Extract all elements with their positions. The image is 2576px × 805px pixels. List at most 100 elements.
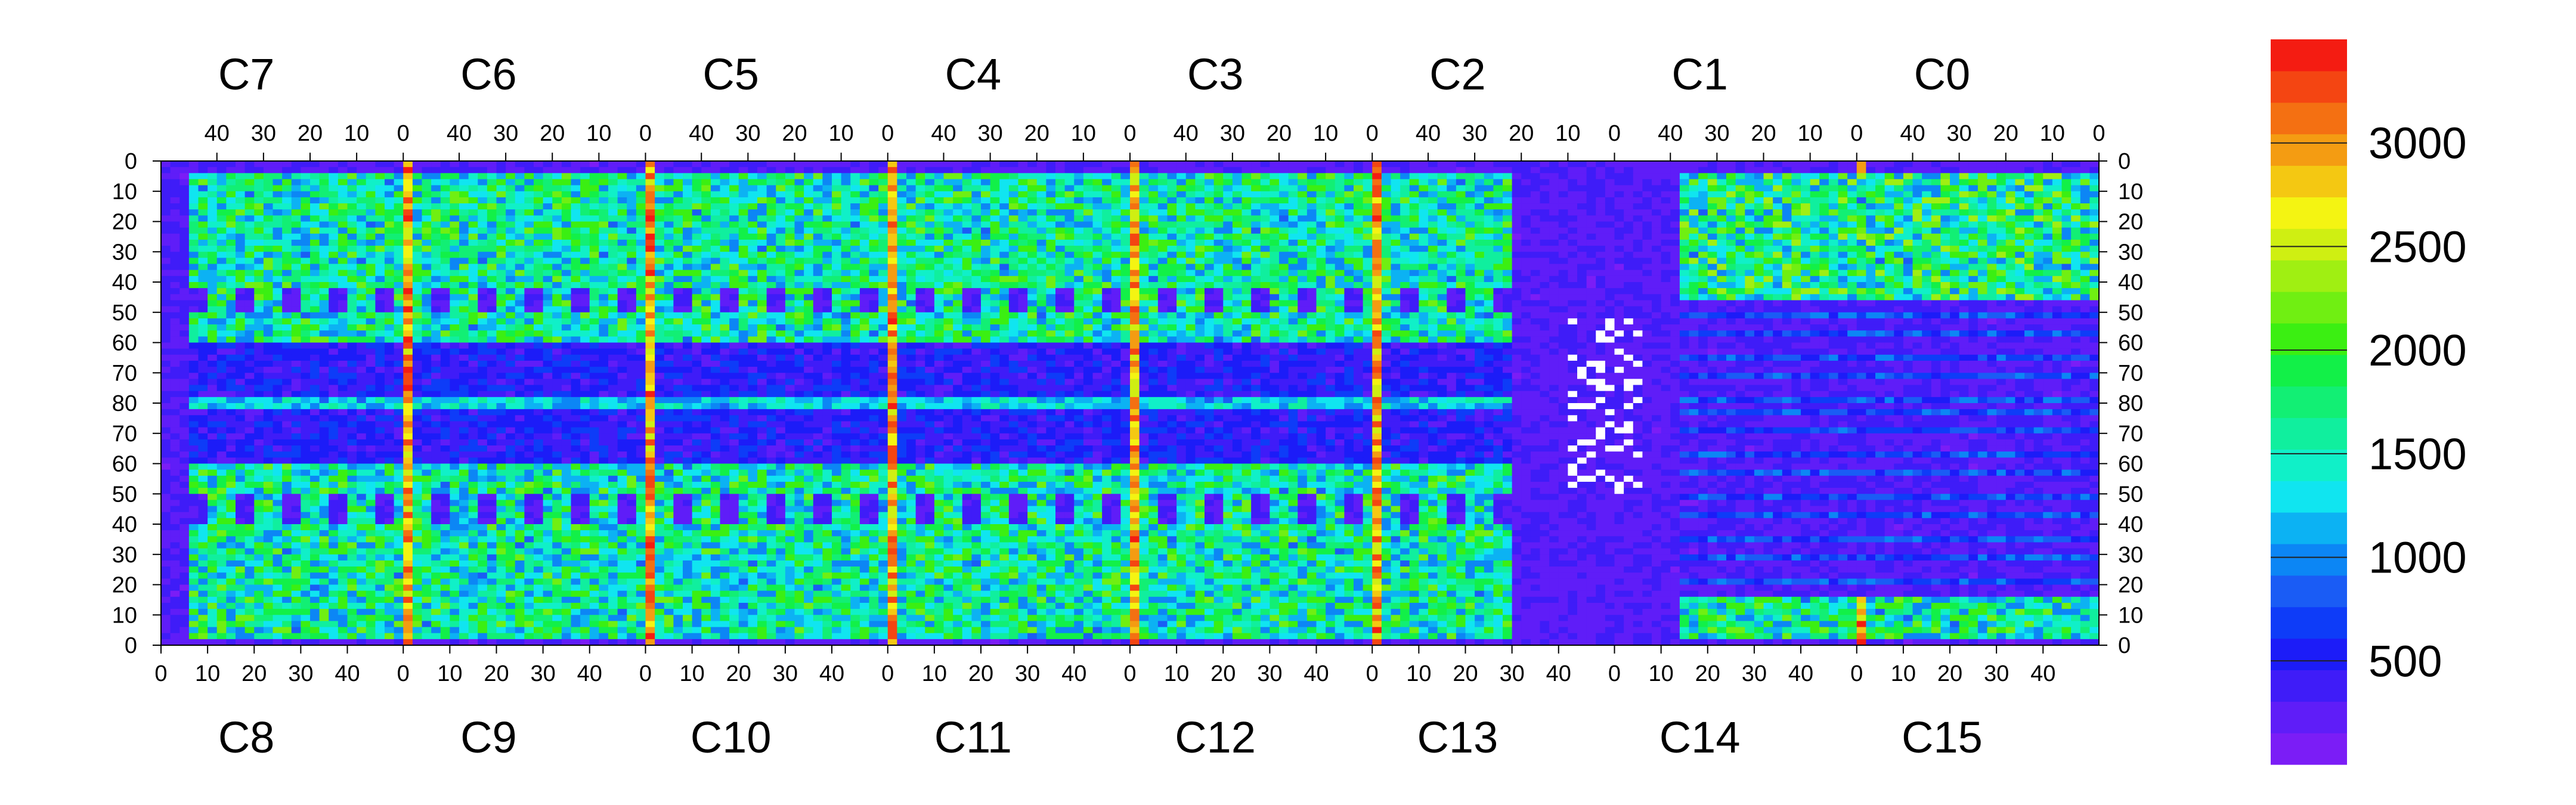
heatmap-cell <box>850 342 860 349</box>
heatmap-cell <box>589 294 599 301</box>
heatmap-cell <box>841 203 851 210</box>
heatmap-cell <box>478 627 488 634</box>
heatmap-cell <box>375 602 385 609</box>
heatmap-cell <box>543 433 553 440</box>
heatmap-cell <box>878 167 888 174</box>
heatmap-cell <box>506 554 516 561</box>
heatmap-cell <box>329 542 339 549</box>
heatmap-cell <box>589 488 599 494</box>
heatmap-cell <box>534 469 544 476</box>
heatmap-cell <box>273 367 283 373</box>
heatmap-cell <box>179 554 190 561</box>
heatmap-cell <box>394 633 404 640</box>
heatmap-cell <box>403 433 413 440</box>
heatmap-cell <box>244 342 255 349</box>
heatmap-cell <box>655 185 665 192</box>
heatmap-cell <box>850 282 860 289</box>
heatmap-cell <box>645 179 655 186</box>
heatmap-cell <box>254 324 264 331</box>
heatmap-cell <box>822 246 832 252</box>
heatmap-cell <box>645 275 655 283</box>
heatmap-cell <box>301 258 311 265</box>
heatmap-cell <box>552 633 562 640</box>
heatmap-cell <box>282 433 292 440</box>
heatmap-cell <box>701 179 711 186</box>
heatmap-cell <box>450 252 460 258</box>
heatmap-cell <box>357 197 367 204</box>
heatmap-cell <box>515 203 525 210</box>
heatmap-cell <box>701 275 711 283</box>
heatmap-cell <box>170 330 180 337</box>
heatmap-cell <box>301 566 311 573</box>
heatmap-cell <box>291 627 301 634</box>
heatmap-cell <box>226 566 236 573</box>
heatmap-cell <box>301 433 311 440</box>
heatmap-cell <box>627 373 637 379</box>
heatmap-cell <box>347 542 357 549</box>
heatmap-cell <box>636 360 646 367</box>
heatmap-cell <box>347 348 357 355</box>
heatmap-cell <box>366 179 376 186</box>
heatmap-cell <box>710 221 721 228</box>
heatmap-cell <box>655 227 665 234</box>
heatmap-cell <box>524 451 534 458</box>
heatmap-cell <box>412 518 423 525</box>
heatmap-cell <box>496 179 506 186</box>
heatmap-cell <box>282 500 292 507</box>
heatmap-cell <box>338 415 348 422</box>
heatmap-cell <box>161 312 171 319</box>
heatmap-cell <box>710 197 721 204</box>
heatmap-cell <box>319 602 329 609</box>
heatmap-cell <box>813 203 823 210</box>
heatmap-cell <box>236 542 246 549</box>
heatmap-cell <box>422 560 432 567</box>
heatmap-cell <box>179 173 190 180</box>
heatmap-cell <box>338 161 348 168</box>
heatmap-cell <box>524 572 534 579</box>
heatmap-cell <box>226 246 236 252</box>
heatmap-cell <box>236 397 246 404</box>
heatmap-cell <box>394 596 404 603</box>
heatmap-cell <box>701 342 711 349</box>
heatmap-cell <box>366 421 376 428</box>
heatmap-cell <box>608 185 618 192</box>
heatmap-cell <box>813 324 823 331</box>
heatmap-cell <box>804 324 814 331</box>
heatmap-cell <box>170 475 180 482</box>
heatmap-cell <box>208 590 218 597</box>
heatmap-cell <box>636 475 646 482</box>
heatmap-cell <box>188 609 199 615</box>
heatmap-cell <box>552 203 562 210</box>
heatmap-cell <box>506 379 516 386</box>
heatmap-cell <box>673 282 683 289</box>
heatmap-cell <box>738 294 748 301</box>
heatmap-cell <box>329 173 339 180</box>
heatmap-cell <box>571 554 581 561</box>
heatmap-cell <box>710 300 721 307</box>
heatmap-cell <box>282 385 292 392</box>
heatmap-cell <box>617 530 627 537</box>
heatmap-cell <box>236 615 246 621</box>
heatmap-cell <box>236 639 246 646</box>
heatmap-cell <box>338 179 348 186</box>
heatmap-cell <box>254 167 264 174</box>
heatmap-cell <box>319 445 329 452</box>
heatmap-cell <box>236 221 246 228</box>
heatmap-cell <box>357 615 367 621</box>
heatmap-cell <box>496 221 506 228</box>
heatmap-cell <box>216 566 227 573</box>
heatmap-cell <box>329 518 339 525</box>
heatmap-cell <box>524 518 534 525</box>
heatmap-cell <box>487 433 497 440</box>
heatmap-cell <box>878 246 888 252</box>
heatmap-cell <box>664 294 674 301</box>
heatmap-cell <box>301 264 311 271</box>
heatmap-cell <box>198 264 208 271</box>
heatmap-cell <box>627 330 637 337</box>
heatmap-cell <box>766 233 776 240</box>
heatmap-cell <box>552 300 562 307</box>
heatmap-cell <box>236 621 246 628</box>
heatmap-cell <box>188 209 199 216</box>
heatmap-cell <box>226 275 236 283</box>
heatmap-cell <box>515 167 525 174</box>
